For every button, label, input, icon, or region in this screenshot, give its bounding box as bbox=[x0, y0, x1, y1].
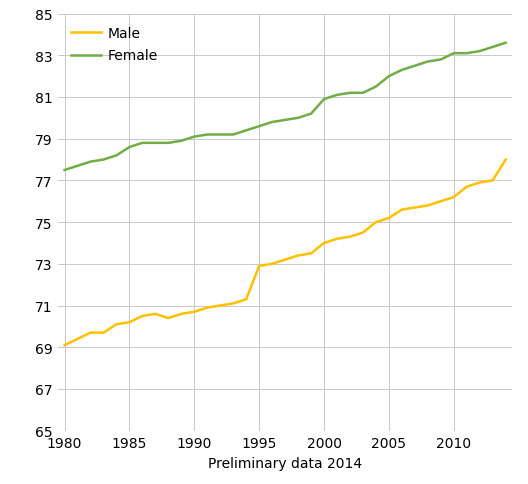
Male bbox=[373, 220, 379, 226]
Female bbox=[243, 128, 249, 134]
Male bbox=[412, 205, 418, 211]
Female bbox=[139, 141, 146, 147]
Male bbox=[61, 343, 68, 348]
Male bbox=[360, 230, 366, 236]
Line: Female: Female bbox=[64, 44, 506, 170]
X-axis label: Preliminary data 2014: Preliminary data 2014 bbox=[208, 456, 362, 470]
Female bbox=[61, 167, 68, 173]
Male bbox=[74, 336, 81, 342]
Female bbox=[256, 124, 262, 130]
Male bbox=[386, 215, 392, 221]
Male bbox=[347, 234, 353, 240]
Male bbox=[230, 301, 237, 307]
Male bbox=[334, 236, 340, 242]
Female bbox=[230, 132, 237, 138]
Male bbox=[399, 207, 405, 213]
Female bbox=[425, 60, 431, 65]
Female bbox=[334, 93, 340, 99]
Male bbox=[256, 263, 262, 269]
Male bbox=[243, 297, 249, 302]
Female bbox=[191, 135, 197, 140]
Female bbox=[126, 145, 133, 151]
Female bbox=[503, 41, 509, 46]
Male bbox=[269, 261, 275, 267]
Female bbox=[308, 111, 314, 117]
Female bbox=[165, 141, 172, 147]
Male bbox=[503, 157, 509, 163]
Male bbox=[282, 257, 288, 263]
Female bbox=[464, 51, 470, 57]
Female bbox=[321, 97, 327, 103]
Female bbox=[282, 118, 288, 123]
Female bbox=[386, 74, 392, 80]
Male bbox=[114, 322, 120, 328]
Female bbox=[450, 51, 457, 57]
Legend: Male, Female: Male, Female bbox=[65, 21, 164, 69]
Female bbox=[438, 58, 444, 63]
Male bbox=[204, 305, 211, 311]
Female bbox=[204, 132, 211, 138]
Male bbox=[126, 319, 133, 325]
Female bbox=[178, 138, 184, 144]
Male bbox=[321, 241, 327, 246]
Female bbox=[477, 49, 483, 55]
Female bbox=[360, 91, 366, 96]
Female bbox=[489, 45, 496, 51]
Male bbox=[308, 251, 314, 257]
Male bbox=[178, 311, 184, 317]
Female bbox=[217, 132, 223, 138]
Male bbox=[87, 330, 93, 336]
Female bbox=[114, 153, 120, 159]
Female bbox=[74, 164, 81, 169]
Male bbox=[425, 203, 431, 209]
Male bbox=[489, 178, 496, 184]
Female bbox=[295, 116, 301, 121]
Male bbox=[438, 199, 444, 205]
Male bbox=[477, 180, 483, 186]
Female bbox=[399, 68, 405, 74]
Male bbox=[450, 195, 457, 200]
Male bbox=[165, 316, 172, 321]
Female bbox=[152, 141, 158, 147]
Female bbox=[373, 84, 379, 90]
Female bbox=[87, 159, 93, 165]
Male bbox=[191, 309, 197, 315]
Line: Male: Male bbox=[64, 160, 506, 346]
Female bbox=[412, 63, 418, 69]
Male bbox=[100, 330, 107, 336]
Female bbox=[269, 120, 275, 126]
Male bbox=[295, 253, 301, 259]
Male bbox=[217, 303, 223, 309]
Female bbox=[100, 157, 107, 163]
Female bbox=[347, 91, 353, 96]
Male bbox=[139, 314, 146, 319]
Male bbox=[464, 184, 470, 190]
Male bbox=[152, 311, 158, 317]
